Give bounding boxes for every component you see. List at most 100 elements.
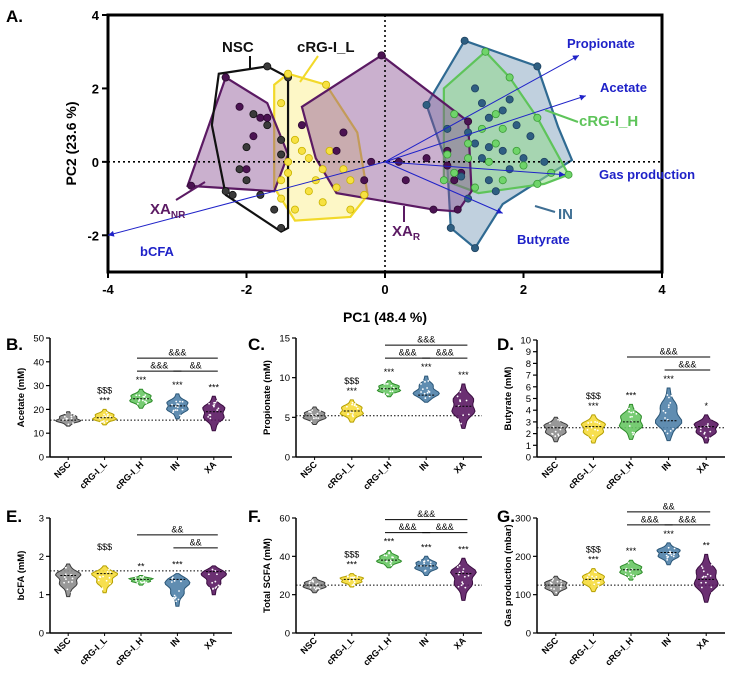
violin-point — [316, 412, 319, 415]
point-xa — [187, 181, 196, 190]
violin-point — [669, 550, 671, 553]
category-label: cRG-I_H — [113, 459, 145, 491]
violin-point — [172, 409, 175, 412]
significance-mark: *** — [626, 546, 637, 556]
violin-point — [105, 579, 108, 582]
violin-point — [64, 573, 67, 576]
point-crg-i_h — [491, 139, 500, 148]
violin-point — [710, 563, 713, 566]
y-tick-label: 0 — [92, 155, 99, 170]
violin-point — [428, 391, 431, 393]
point-crg-i_h — [498, 176, 507, 185]
violin-point — [66, 418, 69, 420]
violin-point — [669, 430, 672, 432]
violin-point — [549, 591, 552, 594]
violin-point — [672, 427, 674, 430]
bracket-label: &&& — [436, 522, 454, 532]
point-crg-i_l — [322, 80, 331, 89]
violin-point — [591, 434, 594, 437]
category-label: cRG-I_L — [325, 459, 357, 491]
y-tick-label: 1 — [526, 441, 531, 452]
violin-point — [467, 561, 469, 564]
point-crg-i_h — [481, 47, 490, 56]
y-tick-label: 2 — [92, 81, 99, 96]
point-in — [446, 223, 455, 232]
point-in — [540, 157, 549, 166]
category-label: NSC — [298, 635, 319, 656]
violin-point — [347, 413, 350, 416]
significance-mark: *** — [588, 401, 599, 411]
violin-point — [593, 577, 595, 580]
point-in — [519, 154, 528, 163]
violin-point — [145, 398, 148, 400]
violin-point — [317, 417, 320, 420]
violin-point — [209, 417, 212, 420]
violin-point — [630, 573, 632, 576]
violin-point — [144, 405, 147, 407]
violin-point — [108, 576, 111, 579]
violin-point — [315, 417, 317, 419]
violin-point — [177, 403, 180, 406]
violin-point — [308, 410, 310, 413]
panel-label-e: E. — [6, 507, 22, 526]
violin-point — [560, 583, 563, 585]
y-tick-label: 30 — [33, 381, 44, 392]
category-label: IN — [168, 459, 181, 472]
violin-point — [351, 414, 354, 416]
violin-point — [97, 585, 100, 588]
violin-point — [352, 411, 354, 414]
panel-label-a: A. — [6, 7, 23, 26]
category-label: NSC — [52, 459, 73, 480]
violin-point — [108, 582, 111, 585]
violin-point — [666, 559, 669, 561]
violin-point — [215, 400, 218, 402]
violin-point — [624, 573, 627, 576]
violin-point — [176, 403, 179, 405]
violin-point — [667, 406, 670, 409]
violin-point — [588, 574, 590, 576]
violin-point — [172, 411, 174, 414]
violin-point — [180, 580, 182, 583]
violin-point — [662, 409, 665, 412]
violin-point — [634, 434, 637, 437]
bracket-label: && — [190, 537, 202, 547]
point-crg-i_l — [346, 176, 355, 185]
y-tick-label: 3 — [526, 417, 531, 428]
violin-point — [591, 575, 594, 578]
point-in — [505, 95, 514, 104]
violin-point — [171, 403, 173, 406]
violin-point — [457, 388, 460, 391]
loading-vector-gas-production — [384, 161, 566, 178]
violin-point — [214, 587, 217, 589]
violin-point — [593, 583, 596, 586]
category-label: NSC — [540, 459, 561, 480]
violin-point — [345, 405, 348, 408]
point-crg-i_l — [318, 198, 327, 207]
significance-mark: *** — [458, 544, 469, 554]
significance-mark: *** — [347, 386, 358, 396]
violin-point — [423, 560, 426, 563]
point-in — [471, 84, 480, 93]
violin-point — [704, 575, 707, 578]
violin-point — [352, 583, 355, 586]
violin-point — [421, 379, 424, 382]
violin-point — [208, 402, 210, 405]
category-label: cRG-I_L — [566, 459, 598, 491]
point-xa — [263, 113, 272, 122]
violin-point — [558, 419, 561, 422]
x-tick-label: -2 — [241, 282, 253, 297]
violin-point — [420, 564, 422, 567]
bracket-label: && — [190, 361, 202, 371]
violin-point — [136, 402, 139, 405]
violin-point — [106, 570, 109, 573]
violin-point — [390, 384, 393, 387]
loading-vector-butyrate — [384, 161, 503, 214]
violin-point — [356, 407, 359, 410]
significance-mark: *** — [209, 382, 220, 392]
significance-mark: *** — [99, 395, 110, 405]
violin-point — [66, 588, 69, 591]
point-crg-i_l — [277, 194, 286, 203]
violin-point — [598, 581, 601, 584]
violin-point — [136, 582, 139, 584]
violin-point — [627, 576, 630, 579]
